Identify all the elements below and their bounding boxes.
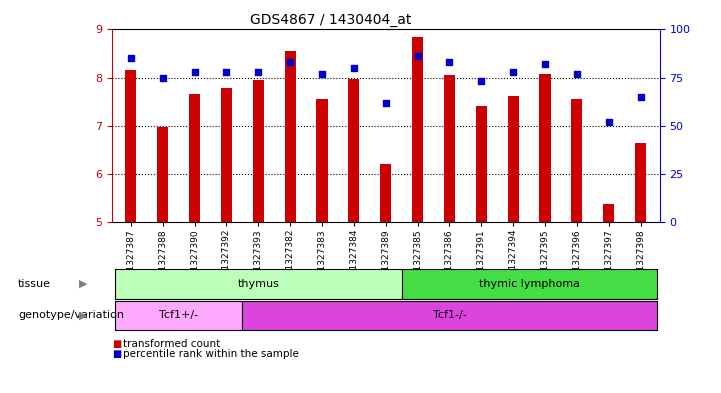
Point: [189, 69, 200, 75]
Point: [284, 59, 296, 65]
Text: percentile rank within the sample: percentile rank within the sample: [123, 349, 298, 359]
Bar: [189, 94, 200, 222]
Bar: [125, 70, 136, 222]
Text: tissue: tissue: [18, 279, 51, 289]
Point: [634, 94, 646, 100]
Bar: [221, 88, 232, 222]
Bar: [635, 143, 646, 222]
Bar: [571, 99, 583, 222]
Text: transformed count: transformed count: [123, 339, 220, 349]
Point: [603, 119, 614, 125]
Point: [412, 53, 423, 60]
Title: GDS4867 / 1430404_at: GDS4867 / 1430404_at: [250, 13, 412, 27]
Bar: [508, 96, 518, 222]
Text: genotype/variation: genotype/variation: [18, 310, 124, 320]
Point: [380, 99, 392, 106]
Point: [476, 78, 487, 84]
Bar: [412, 37, 423, 222]
Text: Tcf1+/-: Tcf1+/-: [159, 310, 198, 320]
Point: [157, 74, 169, 81]
Text: ▶: ▶: [79, 279, 87, 289]
Bar: [380, 164, 392, 222]
Text: thymic lymphoma: thymic lymphoma: [479, 279, 580, 289]
Point: [443, 59, 455, 65]
Point: [348, 65, 360, 71]
Point: [252, 69, 264, 75]
Text: ■: ■: [112, 339, 121, 349]
Text: thymus: thymus: [237, 279, 279, 289]
Point: [221, 69, 232, 75]
Point: [539, 61, 551, 67]
Bar: [317, 99, 327, 222]
Bar: [603, 204, 614, 222]
Point: [508, 69, 519, 75]
Point: [317, 71, 328, 77]
Bar: [253, 80, 264, 222]
Bar: [285, 51, 296, 222]
Bar: [348, 79, 360, 222]
Text: ■: ■: [112, 349, 121, 359]
Text: Tcf1-/-: Tcf1-/-: [433, 310, 466, 320]
Point: [125, 55, 137, 61]
Bar: [539, 74, 551, 222]
Point: [571, 71, 583, 77]
Bar: [157, 127, 168, 222]
Bar: [476, 106, 487, 222]
Bar: [444, 75, 455, 222]
Text: ▶: ▶: [79, 310, 87, 320]
